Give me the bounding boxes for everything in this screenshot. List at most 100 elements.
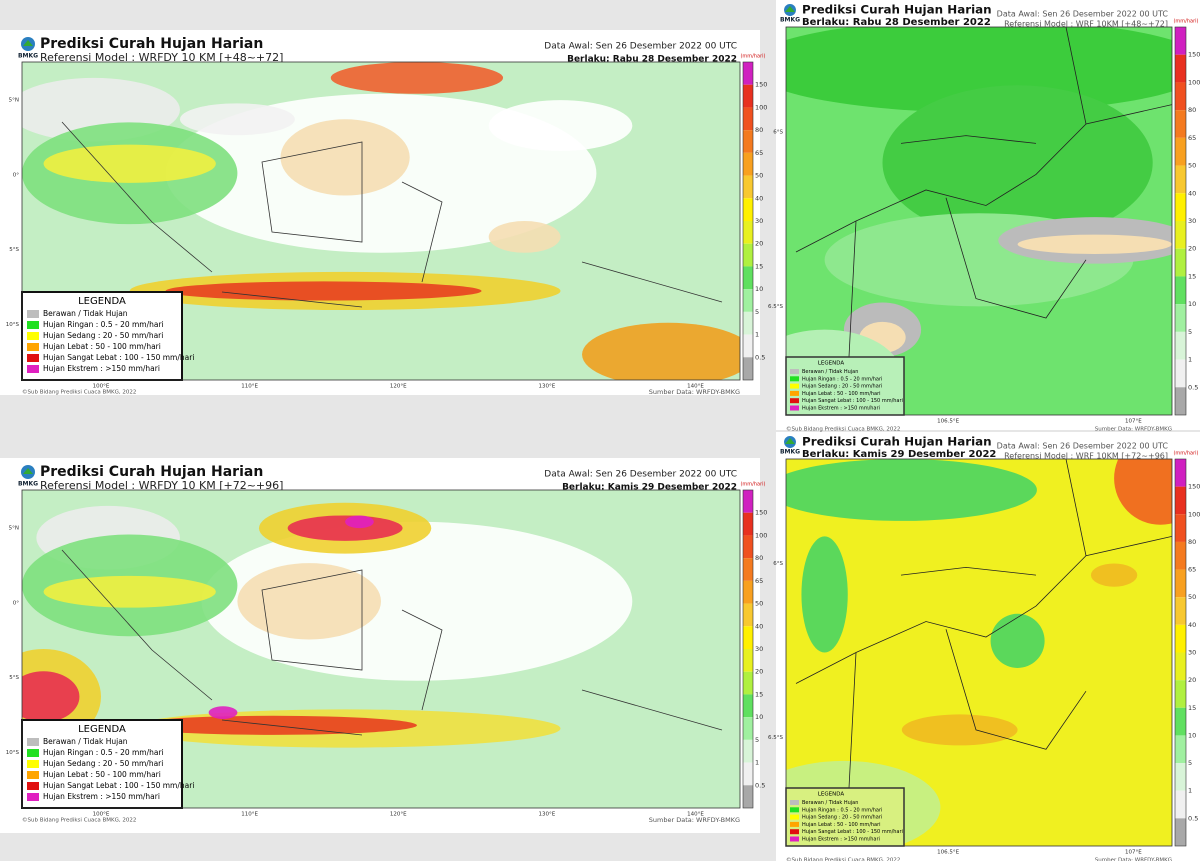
title: Prediksi Curah Hujan Harian <box>40 36 263 52</box>
lon-label: 110°E <box>241 384 258 390</box>
map-frame <box>21 61 741 381</box>
logo-text: BMKG <box>780 17 800 24</box>
lat-label: 6°S <box>773 129 783 135</box>
colorbar-cell <box>743 649 753 672</box>
legend-item: Hujan Sedang : 20 - 50 mm/hari <box>802 815 882 821</box>
logo-mark <box>23 40 33 46</box>
colorbar-cell <box>1175 137 1186 166</box>
legend-swatch <box>790 814 799 820</box>
rain-area <box>901 714 1018 746</box>
colorbar-cell <box>743 762 753 786</box>
map-frame <box>785 26 1173 416</box>
colorbar-cell <box>1175 624 1186 653</box>
colorbar-label: 1 <box>1188 787 1192 795</box>
colorbar-label: 30 <box>1188 217 1196 225</box>
colorbar-label: 10 <box>1188 300 1196 308</box>
colorbar-cell <box>743 580 753 604</box>
lat-label: 10°S <box>6 750 20 756</box>
colorbar-label: 50 <box>755 172 763 180</box>
colorbar-cell <box>1175 818 1186 846</box>
legend-swatch <box>27 332 39 340</box>
boundary <box>795 459 1172 846</box>
colorbar-label: 80 <box>1188 538 1196 546</box>
legend-swatch <box>27 310 39 318</box>
colorbar-label: 20 <box>755 668 763 676</box>
colorbar-label: 50 <box>1188 593 1196 601</box>
legend-item: Hujan Lebat : 50 - 100 mm/hari <box>802 391 881 397</box>
model-ref: Referensi Model : WRF 10KM [+48~+72] <box>1004 20 1168 29</box>
colorbar-cell <box>1175 248 1186 277</box>
colorbar-label: 10 <box>1188 731 1196 739</box>
legend-swatch <box>790 821 799 827</box>
colorbar-cell <box>1175 276 1186 305</box>
colorbar-cell <box>743 694 753 718</box>
lon-label: 130°E <box>538 384 555 390</box>
colorbar-label: 65 <box>1188 134 1196 142</box>
rain-area <box>287 515 403 541</box>
colorbar-cell <box>743 603 753 627</box>
map-frame <box>785 458 1173 847</box>
credit: ©Sub Bidang Prediksi Cuaca BMKG, 2022 <box>786 426 900 433</box>
lat-label: 5°N <box>9 526 19 532</box>
colorbar-label: 50 <box>1188 162 1196 170</box>
colorbar-label: 100 <box>1188 510 1200 518</box>
colorbar-cell <box>1175 304 1186 332</box>
colorbar-label: 80 <box>1188 106 1196 114</box>
title: Prediksi Curah Hujan Harian <box>40 464 263 480</box>
colorbar-cell <box>743 84 753 108</box>
colorbar-cell <box>743 535 753 559</box>
rain-area <box>22 671 80 723</box>
legend-swatch <box>790 800 799 805</box>
colorbar-label: 1 <box>1188 356 1192 364</box>
colorbar-label: 65 <box>1188 566 1196 574</box>
colorbar-cell <box>743 490 753 513</box>
colorbar-cell <box>1175 54 1186 83</box>
legend-item: Hujan Sedang : 20 - 50 mm/hari <box>802 384 882 390</box>
map-frame <box>21 489 741 809</box>
legend-item: Berawan / Tidak Hujan <box>43 737 128 746</box>
colorbar-label: 100 <box>1188 78 1200 86</box>
colorbar-label: 65 <box>755 149 763 157</box>
legend-swatch <box>790 836 799 842</box>
rain-area <box>43 575 216 608</box>
colorbar-label: 30 <box>755 645 763 653</box>
rain-area <box>582 322 740 380</box>
rain-area <box>237 563 381 640</box>
model-ref: Referensi Model : WRFDY 10 KM [+72~+96] <box>40 479 283 492</box>
lon-label: 100°E <box>93 384 110 390</box>
colorbar-label: 40 <box>1188 189 1196 197</box>
colorbar-label: 40 <box>1188 621 1196 629</box>
colorbar-cell <box>1175 569 1186 598</box>
legend-swatch <box>790 829 799 835</box>
colorbar-unit: (mm/hari) <box>1173 19 1198 25</box>
legend-item: Berawan / Tidak Hujan <box>802 800 858 806</box>
logo-mark <box>23 468 33 474</box>
legend-item: Hujan Sangat Lebat : 100 - 150 mm/hari <box>43 781 194 790</box>
credit: ©Sub Bidang Prediksi Cuaca BMKG, 2022 <box>22 817 136 824</box>
colorbar-cell <box>1175 541 1186 570</box>
colorbar-label: 10 <box>755 713 763 721</box>
colorbar-label: 5 <box>1188 328 1192 336</box>
rain-area <box>786 459 1037 521</box>
lon-label: 120°E <box>390 812 407 818</box>
colorbar-cell <box>1175 193 1186 221</box>
berlaku: Berlaku: Kamis 29 Desember 2022 <box>802 449 996 460</box>
colorbar-label: 15 <box>1188 272 1196 280</box>
legend-swatch <box>27 760 39 768</box>
colorbar-cell <box>743 198 753 221</box>
logo-mark <box>785 6 795 12</box>
colorbar-cell <box>743 243 753 267</box>
rain-area <box>280 119 410 196</box>
legend-item: Hujan Ekstrem : >150 mm/hari <box>802 406 880 412</box>
legend-item: Hujan Ringan : 0.5 - 20 mm/hari <box>43 320 164 329</box>
legend-item: Berawan / Tidak Hujan <box>802 369 858 375</box>
rain-area <box>1114 459 1172 525</box>
legend-title: LEGENDA <box>78 296 126 307</box>
legend-item: Berawan / Tidak Hujan <box>43 309 128 318</box>
colorbar-cell <box>743 266 753 290</box>
rain-area <box>488 221 561 253</box>
legend-item: Hujan Ringan : 0.5 - 20 mm/hari <box>802 807 882 813</box>
